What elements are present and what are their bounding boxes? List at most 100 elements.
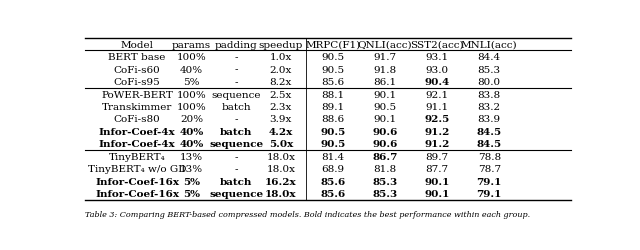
Text: 40%: 40%: [180, 65, 203, 74]
Text: 90.4: 90.4: [424, 78, 450, 87]
Text: 68.9: 68.9: [321, 165, 344, 174]
Text: 90.1: 90.1: [424, 177, 450, 186]
Text: 84.5: 84.5: [477, 140, 502, 149]
Text: 90.1: 90.1: [374, 90, 397, 99]
Text: params: params: [172, 40, 211, 49]
Text: 90.5: 90.5: [321, 65, 344, 74]
Text: Transkimmer: Transkimmer: [102, 102, 172, 112]
Text: 79.1: 79.1: [477, 177, 502, 186]
Text: 91.8: 91.8: [374, 65, 397, 74]
Text: 91.7: 91.7: [374, 53, 397, 62]
Text: 78.8: 78.8: [477, 152, 500, 161]
Text: Infor-Coef-4x: Infor-Coef-4x: [99, 140, 175, 149]
Text: 84.5: 84.5: [477, 128, 502, 136]
Text: sequence: sequence: [209, 190, 263, 199]
Text: 87.7: 87.7: [426, 165, 449, 174]
Text: 5%: 5%: [183, 190, 200, 199]
Text: -: -: [234, 165, 238, 174]
Text: 92.1: 92.1: [426, 90, 449, 99]
Text: 5%: 5%: [183, 78, 200, 87]
Text: speedup: speedup: [259, 40, 303, 49]
Text: MNLI(acc): MNLI(acc): [461, 40, 518, 49]
Text: 92.5: 92.5: [424, 115, 450, 124]
Text: BERT base: BERT base: [108, 53, 166, 62]
Text: 90.1: 90.1: [424, 190, 450, 199]
Text: 85.6: 85.6: [321, 78, 344, 87]
Text: CoFi-s80: CoFi-s80: [114, 115, 161, 124]
Text: 91.1: 91.1: [426, 102, 449, 112]
Text: 83.2: 83.2: [477, 102, 500, 112]
Text: 86.1: 86.1: [374, 78, 397, 87]
Text: 13%: 13%: [180, 165, 203, 174]
Text: 83.8: 83.8: [477, 90, 500, 99]
Text: 2.5x: 2.5x: [269, 90, 292, 99]
Text: 3.9x: 3.9x: [269, 115, 292, 124]
Text: -: -: [234, 152, 238, 161]
Text: 85.6: 85.6: [321, 177, 346, 186]
Text: batch: batch: [220, 177, 252, 186]
Text: 93.1: 93.1: [426, 53, 449, 62]
Text: 90.6: 90.6: [372, 128, 397, 136]
Text: 91.2: 91.2: [424, 140, 450, 149]
Text: 2.3x: 2.3x: [269, 102, 292, 112]
Text: -: -: [234, 53, 238, 62]
Text: Model: Model: [120, 40, 154, 49]
Text: PoWER-BERT: PoWER-BERT: [101, 90, 173, 99]
Text: SST2(acc): SST2(acc): [410, 40, 464, 49]
Text: Infor-Coef-4x: Infor-Coef-4x: [99, 128, 175, 136]
Text: 85.3: 85.3: [372, 177, 397, 186]
Text: 40%: 40%: [179, 140, 204, 149]
Text: 1.0x: 1.0x: [269, 53, 292, 62]
Text: 90.6: 90.6: [372, 140, 397, 149]
Text: batch: batch: [220, 128, 252, 136]
Text: 89.1: 89.1: [321, 102, 344, 112]
Text: 13%: 13%: [180, 152, 203, 161]
Text: 81.4: 81.4: [321, 152, 344, 161]
Text: Infor-Coef-16x: Infor-Coef-16x: [95, 190, 179, 199]
Text: -: -: [234, 65, 238, 74]
Text: 100%: 100%: [177, 53, 207, 62]
Text: 40%: 40%: [179, 128, 204, 136]
Text: 100%: 100%: [177, 102, 207, 112]
Text: 20%: 20%: [180, 115, 203, 124]
Text: 91.2: 91.2: [424, 128, 450, 136]
Text: Infor-Coef-16x: Infor-Coef-16x: [95, 177, 179, 186]
Text: 90.5: 90.5: [321, 128, 346, 136]
Text: CoFi-s95: CoFi-s95: [114, 78, 161, 87]
Text: -: -: [234, 78, 238, 87]
Text: 2.0x: 2.0x: [269, 65, 292, 74]
Text: 90.5: 90.5: [321, 140, 346, 149]
Text: sequence: sequence: [209, 140, 263, 149]
Text: 81.8: 81.8: [374, 165, 397, 174]
Text: 18.0x: 18.0x: [266, 152, 296, 161]
Text: 79.1: 79.1: [477, 190, 502, 199]
Text: TinyBERT₄ w/o GD: TinyBERT₄ w/o GD: [88, 165, 186, 174]
Text: 78.7: 78.7: [477, 165, 500, 174]
Text: 85.3: 85.3: [372, 190, 397, 199]
Text: 100%: 100%: [177, 90, 207, 99]
Text: 90.5: 90.5: [374, 102, 397, 112]
Text: 86.7: 86.7: [372, 152, 397, 161]
Text: 93.0: 93.0: [426, 65, 449, 74]
Text: Table 3: Comparing BERT-based compressed models. Bold indicates the best perform: Table 3: Comparing BERT-based compressed…: [85, 210, 530, 218]
Text: 90.1: 90.1: [374, 115, 397, 124]
Text: 5.0x: 5.0x: [269, 140, 293, 149]
Text: 88.1: 88.1: [321, 90, 344, 99]
Text: 85.6: 85.6: [321, 190, 346, 199]
Text: CoFi-s60: CoFi-s60: [114, 65, 161, 74]
Text: 8.2x: 8.2x: [269, 78, 292, 87]
Text: padding: padding: [215, 40, 258, 49]
Text: 16.2x: 16.2x: [265, 177, 297, 186]
Text: 89.7: 89.7: [426, 152, 449, 161]
Text: 90.5: 90.5: [321, 53, 344, 62]
Text: 83.9: 83.9: [477, 115, 500, 124]
Text: batch: batch: [221, 102, 251, 112]
Text: QNLI(acc): QNLI(acc): [358, 40, 412, 49]
Text: 80.0: 80.0: [477, 78, 500, 87]
Text: sequence: sequence: [211, 90, 261, 99]
Text: 85.3: 85.3: [477, 65, 500, 74]
Text: 4.2x: 4.2x: [269, 128, 293, 136]
Text: 18.0x: 18.0x: [265, 190, 296, 199]
Text: 88.6: 88.6: [321, 115, 344, 124]
Text: 84.4: 84.4: [477, 53, 500, 62]
